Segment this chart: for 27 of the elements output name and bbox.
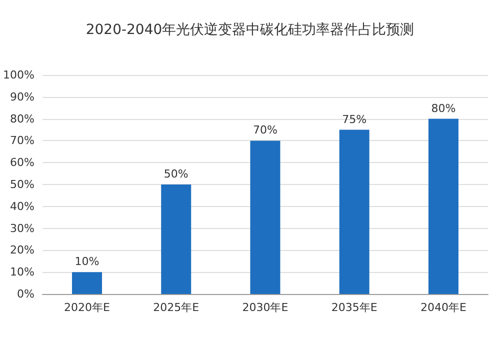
y-tick-label: 0% [16,288,34,300]
y-tick-label: 90% [10,90,34,104]
y-tick-label: 20% [10,244,34,257]
y-tick-label: 30% [10,222,34,235]
data-label: 75% [342,112,367,126]
x-tick-label: 2030年E [242,301,288,314]
bar [339,130,370,294]
bar [72,272,102,294]
bar [428,118,458,294]
y-tick-label: 80% [10,112,34,126]
x-tick-label: 2020年E [64,301,110,314]
x-tick-label: 2040年E [420,301,466,314]
data-label: 10% [74,255,100,268]
y-tick-label: 50% [10,178,34,191]
y-tick-label: 100% [2,68,34,82]
bar [250,140,280,294]
chart-title: 2020-2040年光伏逆变器中碳化硅功率器件占比预测 [86,22,414,38]
y-tick-label: 70% [10,134,34,148]
y-tick-label: 60% [10,156,34,170]
y-tick-label: 40% [10,200,34,213]
bar [161,184,192,294]
y-tick-label: 10% [10,266,34,279]
data-label: 80% [431,102,456,115]
data-label: 50% [164,168,188,180]
x-tick-label: 2035年E [331,301,378,314]
x-tick-label: 2025年E [153,301,200,314]
data-label: 70% [252,124,278,137]
